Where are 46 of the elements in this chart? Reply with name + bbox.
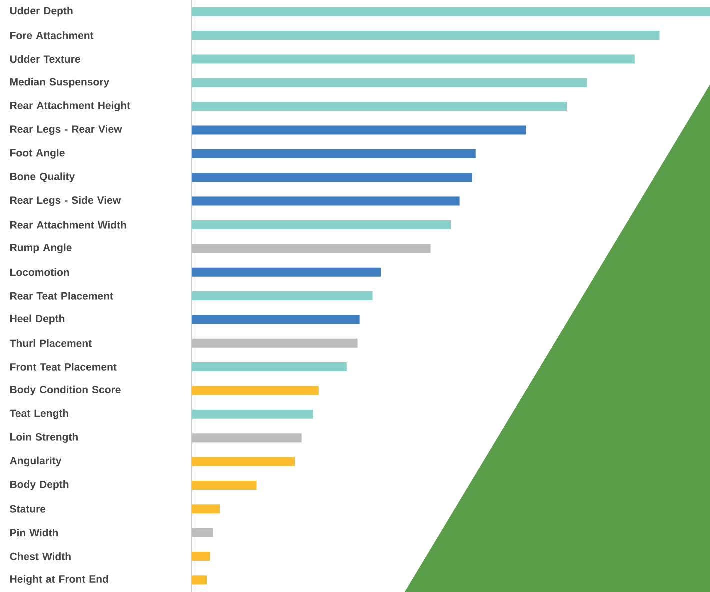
bar: [192, 268, 382, 277]
bar: [192, 292, 373, 301]
bar: [192, 552, 210, 561]
bar: [192, 149, 476, 158]
y-tick-label: Chest Width: [10, 552, 71, 560]
y-tick-label: Rear Attachment Width: [10, 221, 126, 229]
y-tick-label: Bone Quality: [10, 172, 76, 182]
y-tick-label: Stature: [10, 505, 46, 513]
bar: [192, 126, 526, 135]
bar: [192, 576, 208, 585]
bar: [192, 480, 257, 490]
bar: [192, 54, 635, 64]
bar: [192, 410, 314, 419]
y-tick-label: Body Depth: [10, 480, 69, 490]
y-tick-label: Rear Legs - Side View: [10, 196, 122, 206]
bar: [192, 7, 710, 16]
y-tick-label: Angularity: [10, 456, 62, 467]
bar: [192, 78, 588, 88]
y-tick-label: Udder Depth: [10, 6, 73, 17]
bar: [192, 386, 319, 396]
y-tick-label: Rear Teat Placement: [10, 292, 114, 300]
bar: [192, 315, 360, 324]
bar: [192, 173, 472, 182]
y-tick-label: Heel Depth: [10, 314, 65, 325]
y-tick-label: Udder Texture: [10, 55, 80, 64]
y-tick-label: Front Teat Placement: [10, 363, 117, 371]
bar: [192, 220, 452, 230]
y-tick-label: Teat Length: [10, 409, 68, 420]
y-tick-label: Rear Legs - Rear View: [10, 125, 122, 136]
y-tick-label: Thurl Placement: [10, 340, 92, 348]
y-tick-label: Locomotion: [10, 268, 70, 276]
y-tick-label: Rear Attachment Height: [10, 102, 130, 112]
y-tick-label: Foot Angle: [10, 149, 65, 159]
bar: [192, 457, 296, 466]
y-tick-label: Height at Front End: [10, 575, 108, 586]
y-tick-label: Loin Strength: [10, 433, 78, 443]
y-tick-label: Fore Attachment: [10, 32, 94, 40]
y-tick-label: Rump Angle: [10, 244, 72, 254]
y-tick-label: Pin Width: [10, 528, 58, 537]
bar: [192, 196, 460, 206]
y-tick-label: Median Suspensory: [10, 78, 110, 88]
bar: [192, 362, 347, 372]
y-tick-label: Body Condition Score: [10, 386, 121, 396]
bar: [192, 504, 220, 514]
bar: [192, 31, 660, 40]
bar: [192, 102, 568, 112]
